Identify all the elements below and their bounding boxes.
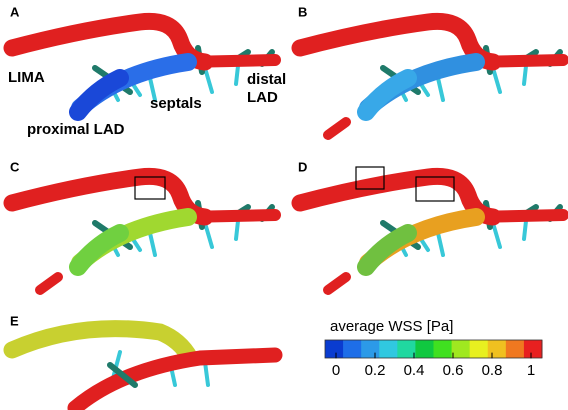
lima — [3, 320, 199, 367]
septal-branch — [522, 64, 528, 86]
colorbar-segment — [397, 340, 416, 358]
panel-label: A — [10, 4, 20, 19]
septal-branch — [203, 66, 214, 94]
septal-branch — [234, 64, 240, 86]
roi-box — [134, 176, 166, 200]
colorbar-segment — [505, 340, 525, 358]
annotation: LIMA — [8, 69, 45, 86]
panel-label: B — [298, 4, 307, 19]
annotation: LAD — [247, 89, 278, 106]
distal-lad — [467, 54, 568, 68]
vessel — [3, 320, 283, 410]
vessel — [291, 166, 568, 295]
distal-lad — [179, 54, 281, 68]
annotation: septals — [150, 95, 202, 112]
septal-branch — [436, 231, 445, 257]
proximal-lad — [69, 224, 129, 276]
colorbar-segment — [469, 340, 489, 358]
panel-label: D — [298, 159, 307, 174]
colorbar-segment — [487, 340, 507, 358]
septal-branch — [491, 66, 502, 94]
annotation: distal — [247, 71, 286, 88]
tick-label: 0.2 — [365, 362, 386, 379]
septal-branch — [436, 76, 445, 102]
panel-label: E — [10, 313, 19, 328]
tick-label: 0.6 — [443, 362, 464, 379]
colorbar-title: average WSS [Pa] — [330, 318, 453, 335]
vessel — [3, 167, 281, 295]
stenosis — [323, 117, 351, 140]
stenosis — [323, 272, 351, 295]
distal-lad — [179, 209, 281, 223]
septal-branch — [148, 76, 157, 102]
tick-label: 0 — [332, 362, 340, 379]
septal-branch — [234, 219, 240, 241]
septal-branch — [522, 219, 528, 241]
colorbar-segment — [361, 340, 380, 358]
roi-box — [355, 166, 385, 190]
proximal-lad — [69, 69, 129, 121]
septal-branch — [203, 221, 214, 249]
colorbar-frame — [324, 339, 543, 359]
colorbar: 0 0.2 0.4 0.6 0.8 1 — [324, 339, 543, 379]
vessel-renderings — [3, 12, 568, 410]
septal-branch — [148, 231, 157, 257]
tick-label: 0.4 — [404, 362, 425, 379]
colorbar-segment — [523, 340, 543, 358]
panel-label: C — [10, 159, 20, 174]
proximal-lad — [357, 224, 417, 276]
vessel — [3, 12, 281, 121]
tick-label: 0.8 — [482, 362, 503, 379]
colorbar-segment — [325, 340, 344, 358]
proximal-lad — [357, 69, 417, 121]
colorbar-segment — [379, 340, 398, 358]
septal-branch — [203, 360, 210, 387]
stenosis — [35, 272, 63, 295]
septal-branch — [491, 221, 502, 249]
roi-box — [415, 176, 455, 202]
colorbar-segment — [433, 340, 453, 358]
side-branch — [107, 362, 138, 388]
tick-label: 1 — [527, 362, 535, 379]
distal-lad — [467, 209, 568, 223]
colorbar-segment — [415, 340, 434, 358]
colorbar-segment — [343, 340, 362, 358]
lad — [67, 347, 283, 410]
vessel — [291, 12, 568, 140]
annotation: proximal LAD — [27, 121, 125, 138]
colorbar-segment — [451, 340, 471, 358]
